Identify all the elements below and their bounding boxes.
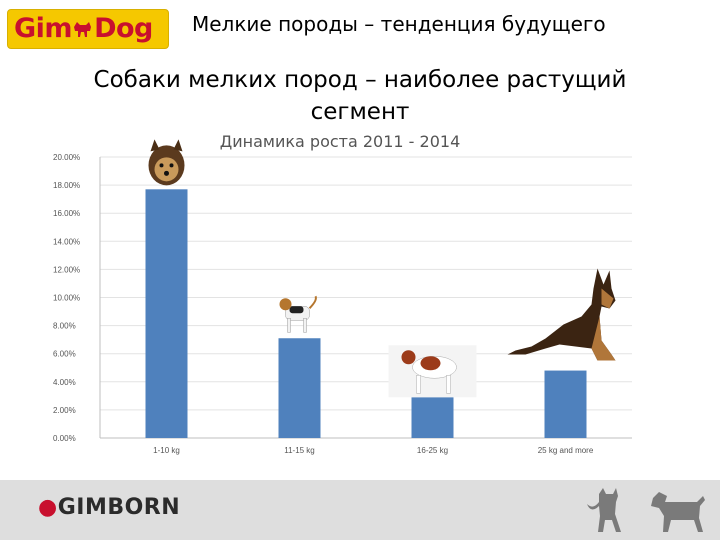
- cat-and-dog-silhouette-icon: [587, 488, 705, 532]
- y-tick-label: 18.00%: [53, 181, 80, 190]
- x-tick-label: 11-15 kg: [284, 446, 315, 455]
- terrier-ears-shape: [150, 139, 183, 152]
- y-tick-label: 4.00%: [53, 378, 76, 387]
- x-tick-label: 1-10 kg: [153, 446, 180, 455]
- growth-bar-chart: 0.00% 2.00% 4.00% 6.00% 8.00% 10.00% 12.00% 14.…: [53, 139, 632, 455]
- shepherd-body-shape: [507, 268, 616, 361]
- gimborn-brand-text: GIMBORN: [57, 495, 181, 520]
- terrier-eye-shape: [169, 163, 174, 168]
- spaniel-leg-shape: [416, 375, 421, 394]
- german-shepherd-icon: [507, 268, 616, 361]
- shepherd-muzzle-shape: [601, 288, 614, 309]
- spaniel-icon: [388, 345, 477, 398]
- terrier-eye-shape: [159, 163, 164, 168]
- y-tick-label: 14.00%: [53, 237, 80, 246]
- bar-11-15-kg: [278, 338, 321, 438]
- y-tick-label: 0.00%: [53, 434, 76, 443]
- y-tick-label: 6.00%: [53, 350, 76, 359]
- logo-text-left: Gim: [14, 13, 73, 44]
- chart-bar-icons: [148, 139, 616, 398]
- chart-title: Динамика роста 2011 - 2014: [219, 132, 461, 151]
- bar-25-kg-and-more: [544, 370, 587, 438]
- terrier-nose-shape: [164, 170, 169, 176]
- y-tick-label: 10.00%: [53, 294, 80, 303]
- beagle-head-shape: [279, 298, 292, 311]
- beagle-saddle-shape: [289, 306, 304, 314]
- y-tick-label: 20.00%: [53, 153, 80, 162]
- beagle-leg-shape: [287, 317, 291, 333]
- shepherd-chest-shape: [591, 316, 616, 361]
- x-tick-label: 25 kg and more: [538, 446, 594, 455]
- beagle-leg-shape: [303, 317, 307, 333]
- slide-title: Собаки мелких пород – наиболее растущий …: [93, 67, 627, 125]
- spaniel-head-shape: [401, 350, 416, 365]
- chart-gridlines: [99, 156, 632, 439]
- gimdog-logo: Gim Dog: [7, 9, 169, 49]
- chart-bars: [145, 189, 587, 438]
- spaniel-leg-shape: [446, 375, 451, 394]
- spaniel-patch-shape: [420, 356, 441, 371]
- terrier-face-shape: [154, 157, 179, 182]
- bar-16-25-kg: [411, 397, 454, 438]
- beagle-icon: [279, 295, 317, 333]
- header-title: Мелкие породы – тенденция будущего: [192, 12, 606, 36]
- y-tick-label: 12.00%: [53, 265, 80, 274]
- gimborn-dot-icon: ●: [38, 495, 58, 520]
- yorkshire-terrier-icon: [148, 139, 185, 186]
- beagle-tail-shape: [308, 295, 317, 309]
- x-tick-label: 16-25 kg: [417, 446, 448, 455]
- chart-labels: 0.00% 2.00% 4.00% 6.00% 8.00% 10.00% 12.00% 14.…: [53, 153, 594, 455]
- y-tick-label: 8.00%: [53, 322, 76, 331]
- bar-1-10-kg: [145, 189, 188, 438]
- gimdog-logo-text: Gim Dog: [14, 13, 153, 44]
- y-tick-label: 16.00%: [53, 209, 80, 218]
- logo-dog-icon: [72, 15, 94, 37]
- logo-text-right: Dog: [94, 13, 153, 44]
- gimborn-logo: ●GIMBORN: [38, 495, 180, 520]
- y-tick-label: 2.00%: [53, 406, 76, 415]
